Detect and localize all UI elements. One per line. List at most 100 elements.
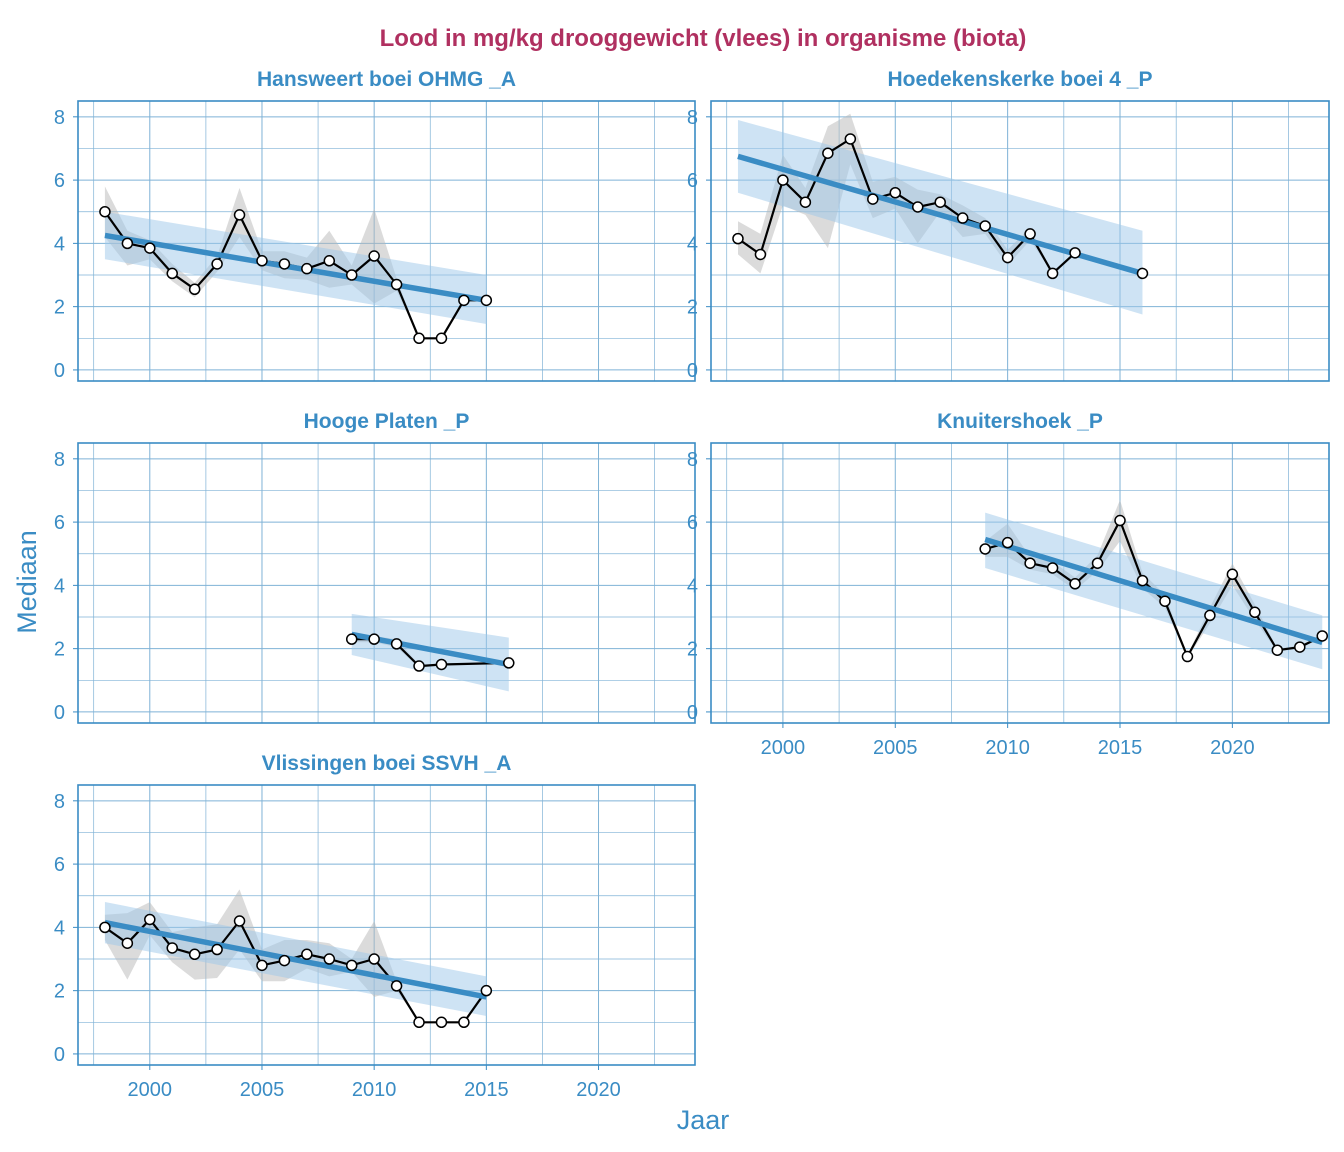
data-point [301,948,313,961]
data-point [144,913,156,926]
data-point [188,948,201,961]
data-point [1204,609,1216,622]
y-tick-label: 2 [54,981,65,1003]
data-point [211,943,223,956]
data-point [1024,228,1036,240]
y-tick-label: 0 [687,360,698,382]
panel-title: Hoedekenskerke boei 4 _P [888,68,1153,91]
x-tick-label: 2010 [352,1079,397,1101]
y-tick-label: 2 [54,639,65,661]
panel-border [710,442,1330,724]
data-point [458,294,470,307]
y-tick-label: 8 [687,449,698,471]
data-point [390,638,403,650]
data-point [1316,630,1329,642]
y-tick-label: 0 [54,360,65,382]
data-point [934,196,946,208]
data-point [1091,557,1104,569]
y-axis-title: Mediaan [12,530,42,634]
data-point [323,255,336,267]
data-point [413,332,425,345]
data-point [121,937,134,949]
y-tick-label: 4 [687,233,698,255]
data-point [345,633,358,645]
data-point [1294,641,1306,653]
data-point [911,201,924,213]
data-point [480,984,493,997]
data-point [1046,267,1059,280]
data-point [732,232,744,245]
x-tick-label: 2020 [576,1079,621,1101]
data-point [1249,606,1261,619]
data-point [345,269,358,281]
data-point [435,1016,448,1029]
data-point [233,209,246,221]
data-point [777,174,789,186]
y-tick-label: 0 [687,702,698,724]
data-point [413,1016,425,1029]
y-tick-label: 6 [687,170,698,192]
data-point [979,543,991,555]
y-tick-label: 4 [54,575,65,597]
y-tick-label: 2 [687,639,698,661]
data-point [844,133,857,145]
x-tick-label: 2005 [240,1079,285,1101]
data-point [822,147,834,159]
data-point [390,980,403,992]
data-point [166,942,178,954]
panel-border [710,100,1330,382]
y-tick-label: 0 [54,702,65,724]
data-point [435,332,448,345]
data-point [1226,568,1239,581]
data-point [799,196,812,208]
data-point [256,959,268,972]
data-point [1136,267,1149,280]
x-tick-label: 2015 [464,1079,509,1101]
panel-4: Vlissingen boei SSVH _A 0 2 4 6 8 2000 2005 2010… [54,752,696,1101]
data-point [867,193,879,205]
data-point [323,953,336,965]
data-point [503,657,515,669]
data-point [1001,536,1014,549]
panel-title: Knuitershoek _P [937,410,1103,433]
data-point [233,915,246,927]
panel-1: Hoedekenskerke boei 4 _P 0 2 4 6 8 [687,68,1330,382]
data-point [1181,650,1194,663]
data-point [188,283,201,295]
data-point [278,954,291,967]
y-tick-label: 2 [54,297,65,319]
panels: Hansweert boei OHMG _A 0 2 4 6 8 Hoedekenskerk… [54,68,1330,1101]
data-point [256,255,268,267]
x-tick-label: 2005 [873,737,918,759]
data-point [889,187,902,199]
trend-line [104,919,487,1000]
x-tick-label: 2015 [1098,737,1143,759]
data-point [1001,251,1014,264]
data-point [979,220,991,232]
y-tick-label: 4 [54,917,65,939]
panel-2: Hooge Platen _P 0 2 4 6 8 [54,410,696,724]
data-point [301,262,313,275]
x-axis-title: Jaar [677,1105,730,1135]
data-point [413,660,425,672]
data-point [1069,578,1081,590]
data-point [166,267,178,280]
panel-title: Hooge Platen _P [304,410,470,433]
data-point [99,921,111,934]
y-tick-label: 2 [687,297,698,319]
y-tick-label: 8 [54,107,65,129]
y-tick-label: 4 [687,575,698,597]
x-tick-label: 2020 [1210,737,1255,759]
x-tick-label: 2000 [761,737,806,759]
data-point [1046,562,1059,574]
data-point [1114,514,1126,527]
panel-title: Hansweert boei OHMG _A [257,68,516,91]
chart-title: Lood in mg/kg drooggewicht (vlees) in or… [380,25,1027,52]
data-point [1024,557,1036,569]
data-point [144,242,156,254]
panel-title: Vlissingen boei SSVH _A [262,752,512,775]
data-point [278,258,291,270]
data-point [368,953,380,965]
y-tick-label: 6 [687,512,698,534]
